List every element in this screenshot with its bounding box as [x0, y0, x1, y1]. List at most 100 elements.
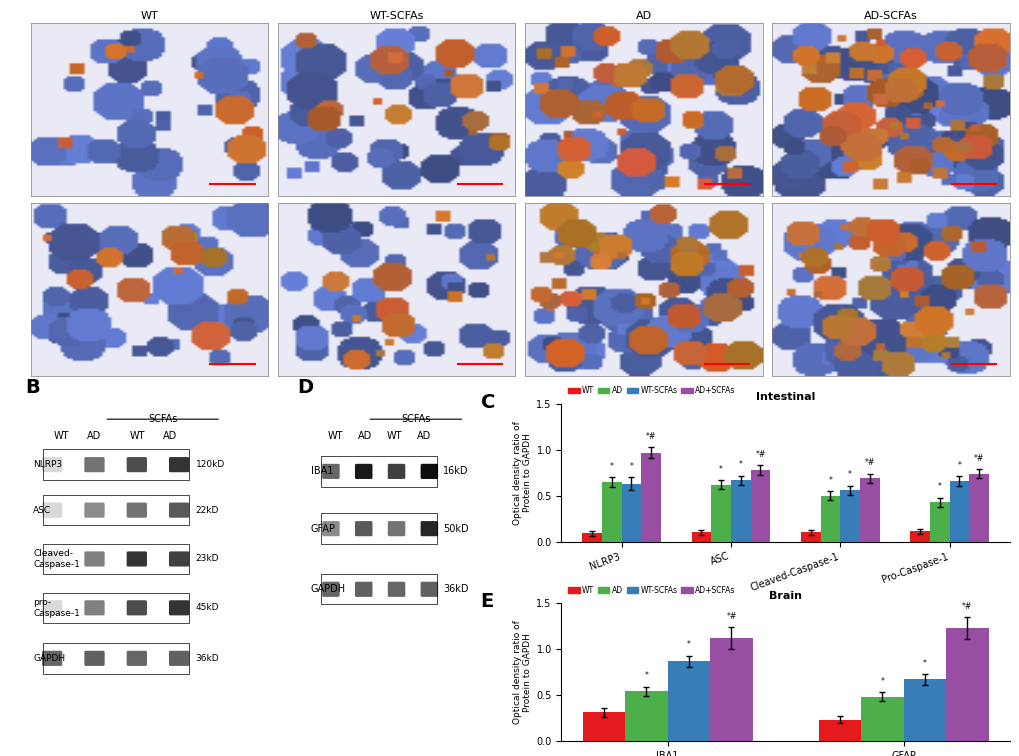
Text: 22kD: 22kD: [196, 506, 219, 515]
Bar: [43, 593, 190, 623]
FancyBboxPatch shape: [85, 503, 105, 518]
Title: AD: AD: [635, 11, 651, 20]
Y-axis label: Optical density ratio of
Protein to GAPDH: Optical density ratio of Protein to GAPD…: [513, 620, 532, 724]
FancyBboxPatch shape: [169, 551, 190, 566]
Text: GFAP: GFAP: [311, 524, 335, 534]
FancyBboxPatch shape: [42, 457, 62, 472]
Text: GAPDH: GAPDH: [33, 654, 65, 663]
FancyBboxPatch shape: [420, 464, 438, 479]
FancyBboxPatch shape: [322, 464, 339, 479]
Bar: [321, 513, 437, 544]
FancyBboxPatch shape: [126, 551, 147, 566]
Bar: [710, 485, 731, 541]
Bar: [621, 484, 641, 541]
Text: E: E: [480, 593, 493, 612]
Text: SCFAs: SCFAs: [148, 414, 177, 424]
Text: *#: *#: [726, 612, 736, 621]
Bar: [43, 643, 190, 674]
Text: SCFAs: SCFAs: [400, 414, 430, 424]
Text: 16kD: 16kD: [442, 466, 468, 476]
FancyBboxPatch shape: [169, 600, 190, 615]
Bar: [750, 470, 769, 541]
FancyBboxPatch shape: [355, 464, 372, 479]
Bar: [903, 680, 946, 741]
FancyBboxPatch shape: [85, 600, 105, 615]
Bar: [731, 480, 750, 541]
FancyBboxPatch shape: [387, 464, 405, 479]
Text: GAPDH: GAPDH: [311, 584, 345, 594]
FancyBboxPatch shape: [126, 651, 147, 666]
Text: *#: *#: [864, 458, 874, 467]
Title: AD-SCFAs: AD-SCFAs: [863, 11, 917, 20]
Text: *: *: [848, 470, 851, 479]
Bar: [818, 720, 860, 741]
Bar: [840, 490, 859, 541]
Title: Brain: Brain: [768, 591, 801, 601]
Bar: [321, 456, 437, 487]
FancyBboxPatch shape: [126, 600, 147, 615]
Bar: [43, 450, 190, 480]
Text: *: *: [936, 482, 941, 491]
Text: 23kD: 23kD: [196, 554, 219, 563]
Text: ASC: ASC: [33, 506, 51, 515]
FancyBboxPatch shape: [322, 581, 339, 597]
Legend: WT, AD, WT-SCFAs, AD+SCFAs: WT, AD, WT-SCFAs, AD+SCFAs: [565, 383, 738, 398]
Text: *: *: [718, 465, 722, 474]
Text: *: *: [629, 462, 633, 471]
Text: *: *: [609, 462, 613, 471]
Text: AD: AD: [357, 431, 371, 441]
FancyBboxPatch shape: [169, 503, 190, 518]
Bar: [820, 496, 840, 541]
Bar: [582, 533, 601, 541]
Y-axis label: Optical density ratio of
Protein to GAPDH: Optical density ratio of Protein to GAPD…: [513, 421, 532, 525]
Legend: WT, AD, WT-SCFAs, AD+SCFAs: WT, AD, WT-SCFAs, AD+SCFAs: [565, 582, 738, 597]
FancyBboxPatch shape: [42, 503, 62, 518]
FancyBboxPatch shape: [85, 551, 105, 566]
Bar: [667, 662, 709, 741]
Text: 36kD: 36kD: [196, 654, 219, 663]
Text: WT: WT: [53, 431, 68, 441]
Text: 36kD: 36kD: [442, 584, 468, 594]
FancyBboxPatch shape: [355, 521, 372, 536]
Text: *: *: [879, 677, 883, 686]
Bar: [800, 532, 820, 541]
FancyBboxPatch shape: [85, 457, 105, 472]
FancyBboxPatch shape: [322, 521, 339, 536]
Text: C: C: [480, 393, 494, 412]
Text: *: *: [957, 461, 961, 470]
Text: AD: AD: [163, 431, 177, 441]
Bar: [43, 495, 190, 525]
Text: B: B: [25, 378, 40, 397]
Text: *: *: [686, 640, 690, 649]
Title: WT-SCFAs: WT-SCFAs: [369, 11, 423, 20]
Bar: [625, 692, 667, 741]
FancyBboxPatch shape: [355, 581, 372, 597]
Text: WT: WT: [386, 431, 401, 441]
Text: pro-
Caspase-1: pro- Caspase-1: [33, 598, 79, 618]
Text: *: *: [827, 476, 832, 485]
FancyBboxPatch shape: [126, 503, 147, 518]
FancyBboxPatch shape: [387, 581, 405, 597]
FancyBboxPatch shape: [42, 551, 62, 566]
Text: Cleaved-
Caspase-1: Cleaved- Caspase-1: [33, 550, 79, 569]
Text: 50kD: 50kD: [442, 524, 468, 534]
Text: *: *: [738, 460, 742, 469]
Title: WT: WT: [141, 11, 158, 20]
Bar: [859, 479, 878, 541]
Text: IBA1: IBA1: [311, 466, 333, 476]
Bar: [909, 531, 929, 541]
FancyBboxPatch shape: [42, 600, 62, 615]
Bar: [946, 628, 987, 741]
Text: D: D: [297, 378, 313, 397]
Bar: [929, 502, 949, 541]
Text: *#: *#: [645, 432, 655, 441]
FancyBboxPatch shape: [169, 457, 190, 472]
Text: WT: WT: [129, 431, 145, 441]
Bar: [860, 697, 903, 741]
Bar: [691, 532, 710, 541]
FancyBboxPatch shape: [42, 651, 62, 666]
Bar: [949, 481, 968, 541]
FancyBboxPatch shape: [387, 521, 405, 536]
Bar: [582, 712, 625, 741]
Text: *: *: [644, 671, 648, 680]
